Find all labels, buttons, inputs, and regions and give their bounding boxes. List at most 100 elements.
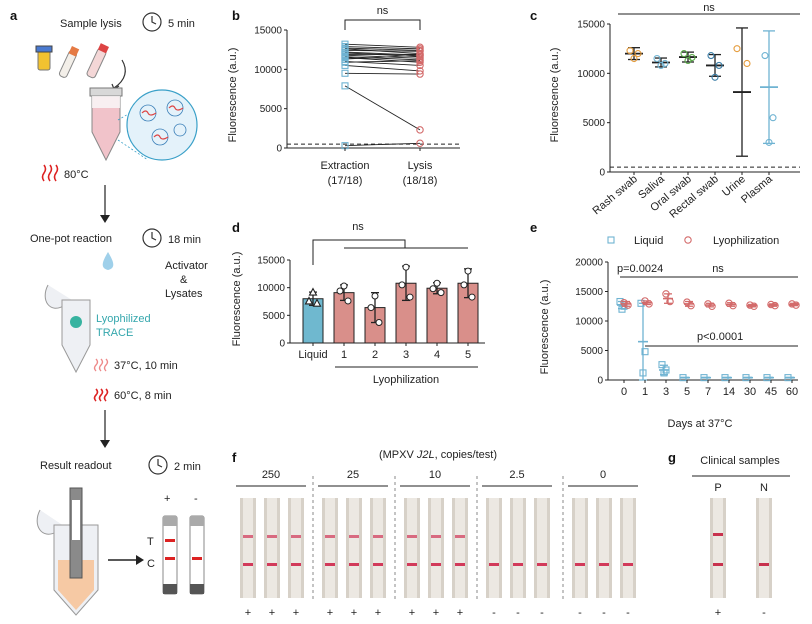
concentration-label: 250	[262, 469, 280, 481]
step2-label: One-pot reaction	[30, 233, 112, 245]
y-tick-label: 10000	[257, 283, 285, 294]
strip-membrane	[407, 498, 417, 598]
c-line-label: C	[147, 558, 155, 570]
panel-d: d Fluorescence (a.u.) 0 5000 10000 15000 Liq…	[231, 220, 485, 386]
result-symbol: -	[492, 607, 496, 619]
result-symbol: +	[409, 607, 415, 619]
data-point	[406, 293, 414, 301]
lysates-label: Lysates	[165, 288, 203, 300]
data-point	[733, 45, 741, 53]
e-x-axis-label: Days at 37°C	[668, 418, 733, 430]
panel-b-letter: b	[232, 8, 240, 23]
legend-marker	[684, 236, 692, 244]
control-line	[713, 563, 723, 566]
significance-label: ns	[352, 221, 364, 233]
sample-label: P	[714, 482, 721, 494]
data-point	[711, 73, 719, 81]
x-tick-label: 60	[786, 386, 798, 398]
result-symbol: +	[715, 607, 721, 619]
panel-d-letter: d	[232, 220, 240, 235]
y-tick-label: 15000	[257, 256, 285, 267]
data-point	[761, 52, 769, 60]
data-point	[371, 292, 379, 300]
extraction-point	[341, 69, 349, 77]
x-tick-label: 7	[705, 386, 711, 398]
y-tick-label: 5000	[581, 346, 604, 357]
x-tick-label: 3	[663, 386, 669, 398]
data-point	[771, 301, 779, 310]
data-point	[308, 287, 318, 296]
strip-membrane	[513, 498, 523, 598]
strip-plus-label: +	[164, 493, 170, 505]
y-tick-label: 5000	[263, 311, 286, 322]
heat-icon	[93, 358, 109, 372]
x-tick-label: 14	[723, 386, 735, 398]
result-symbol: +	[327, 607, 333, 619]
y-tick-label: 0	[276, 144, 282, 155]
strip-membrane	[349, 498, 359, 598]
control-line	[349, 563, 359, 566]
data-point	[620, 298, 628, 307]
strip-membrane	[713, 498, 723, 598]
strip-membrane	[489, 498, 499, 598]
data-point	[312, 298, 322, 307]
y-tick-label: 0	[599, 168, 605, 179]
concentration-label: 0	[600, 469, 606, 481]
x-tick-label: Lysis	[408, 160, 433, 172]
result-symbol: +	[351, 607, 357, 619]
clock-icon	[142, 228, 162, 248]
significance-label: ns	[377, 5, 389, 17]
d-y-axis-label: Fluorescence (a.u.)	[231, 252, 243, 347]
y-tick-label: 15000	[577, 20, 605, 31]
strip-membrane	[291, 498, 301, 598]
panel-c: c Fluorescence (a.u.) 0 5000 10000 15000 ns R…	[530, 2, 800, 221]
data-point	[792, 301, 800, 309]
data-point	[626, 47, 634, 55]
y-tick-label: 5000	[583, 118, 606, 129]
y-tick-label: 10000	[577, 69, 605, 80]
lysis-tube-icon	[89, 87, 149, 162]
data-point	[304, 296, 314, 305]
test-line	[407, 535, 417, 538]
data-point	[750, 302, 758, 310]
lysis-point	[416, 126, 424, 134]
x-tick-label: Rash swab	[591, 173, 640, 217]
y-tick-label: 0	[279, 339, 285, 350]
control-line	[599, 563, 609, 566]
y-tick-label: 10000	[575, 317, 603, 328]
data-point	[634, 50, 642, 58]
y-tick-label: 15000	[254, 26, 282, 37]
result-symbol: -	[516, 607, 520, 619]
control-line	[513, 563, 523, 566]
result-symbol: +	[457, 607, 463, 619]
legend-label: Liquid	[634, 235, 663, 247]
test-line	[291, 535, 301, 538]
data-point	[680, 50, 688, 58]
data-point	[729, 301, 737, 310]
data-point	[367, 304, 375, 312]
concentration-label: 2.5	[509, 469, 524, 481]
control-line	[407, 563, 417, 566]
control-line	[759, 563, 769, 566]
data-point	[657, 61, 665, 69]
panel-g-title: Clinical samples	[700, 455, 780, 467]
strip-membrane	[431, 498, 441, 598]
x-tick-label: 1	[341, 349, 347, 361]
paired-line	[344, 85, 421, 131]
data-point	[624, 301, 632, 309]
e-y-axis-label: Fluorescence (a.u.)	[539, 280, 551, 375]
control-line	[373, 563, 383, 566]
x-tick-label: Extraction	[321, 160, 370, 172]
paired-line	[344, 43, 421, 48]
panel-a-letter: a	[10, 8, 18, 23]
lysis-point	[416, 47, 424, 55]
legend-label: Lyophilization	[713, 235, 779, 247]
extraction-point	[341, 61, 349, 69]
clock-icon	[142, 12, 162, 32]
lysis-point	[416, 56, 424, 65]
concentration-label: 25	[347, 469, 359, 481]
paired-line	[344, 64, 421, 72]
result-symbol: +	[293, 607, 299, 619]
data-point	[658, 361, 666, 369]
lysis-point	[416, 67, 424, 75]
